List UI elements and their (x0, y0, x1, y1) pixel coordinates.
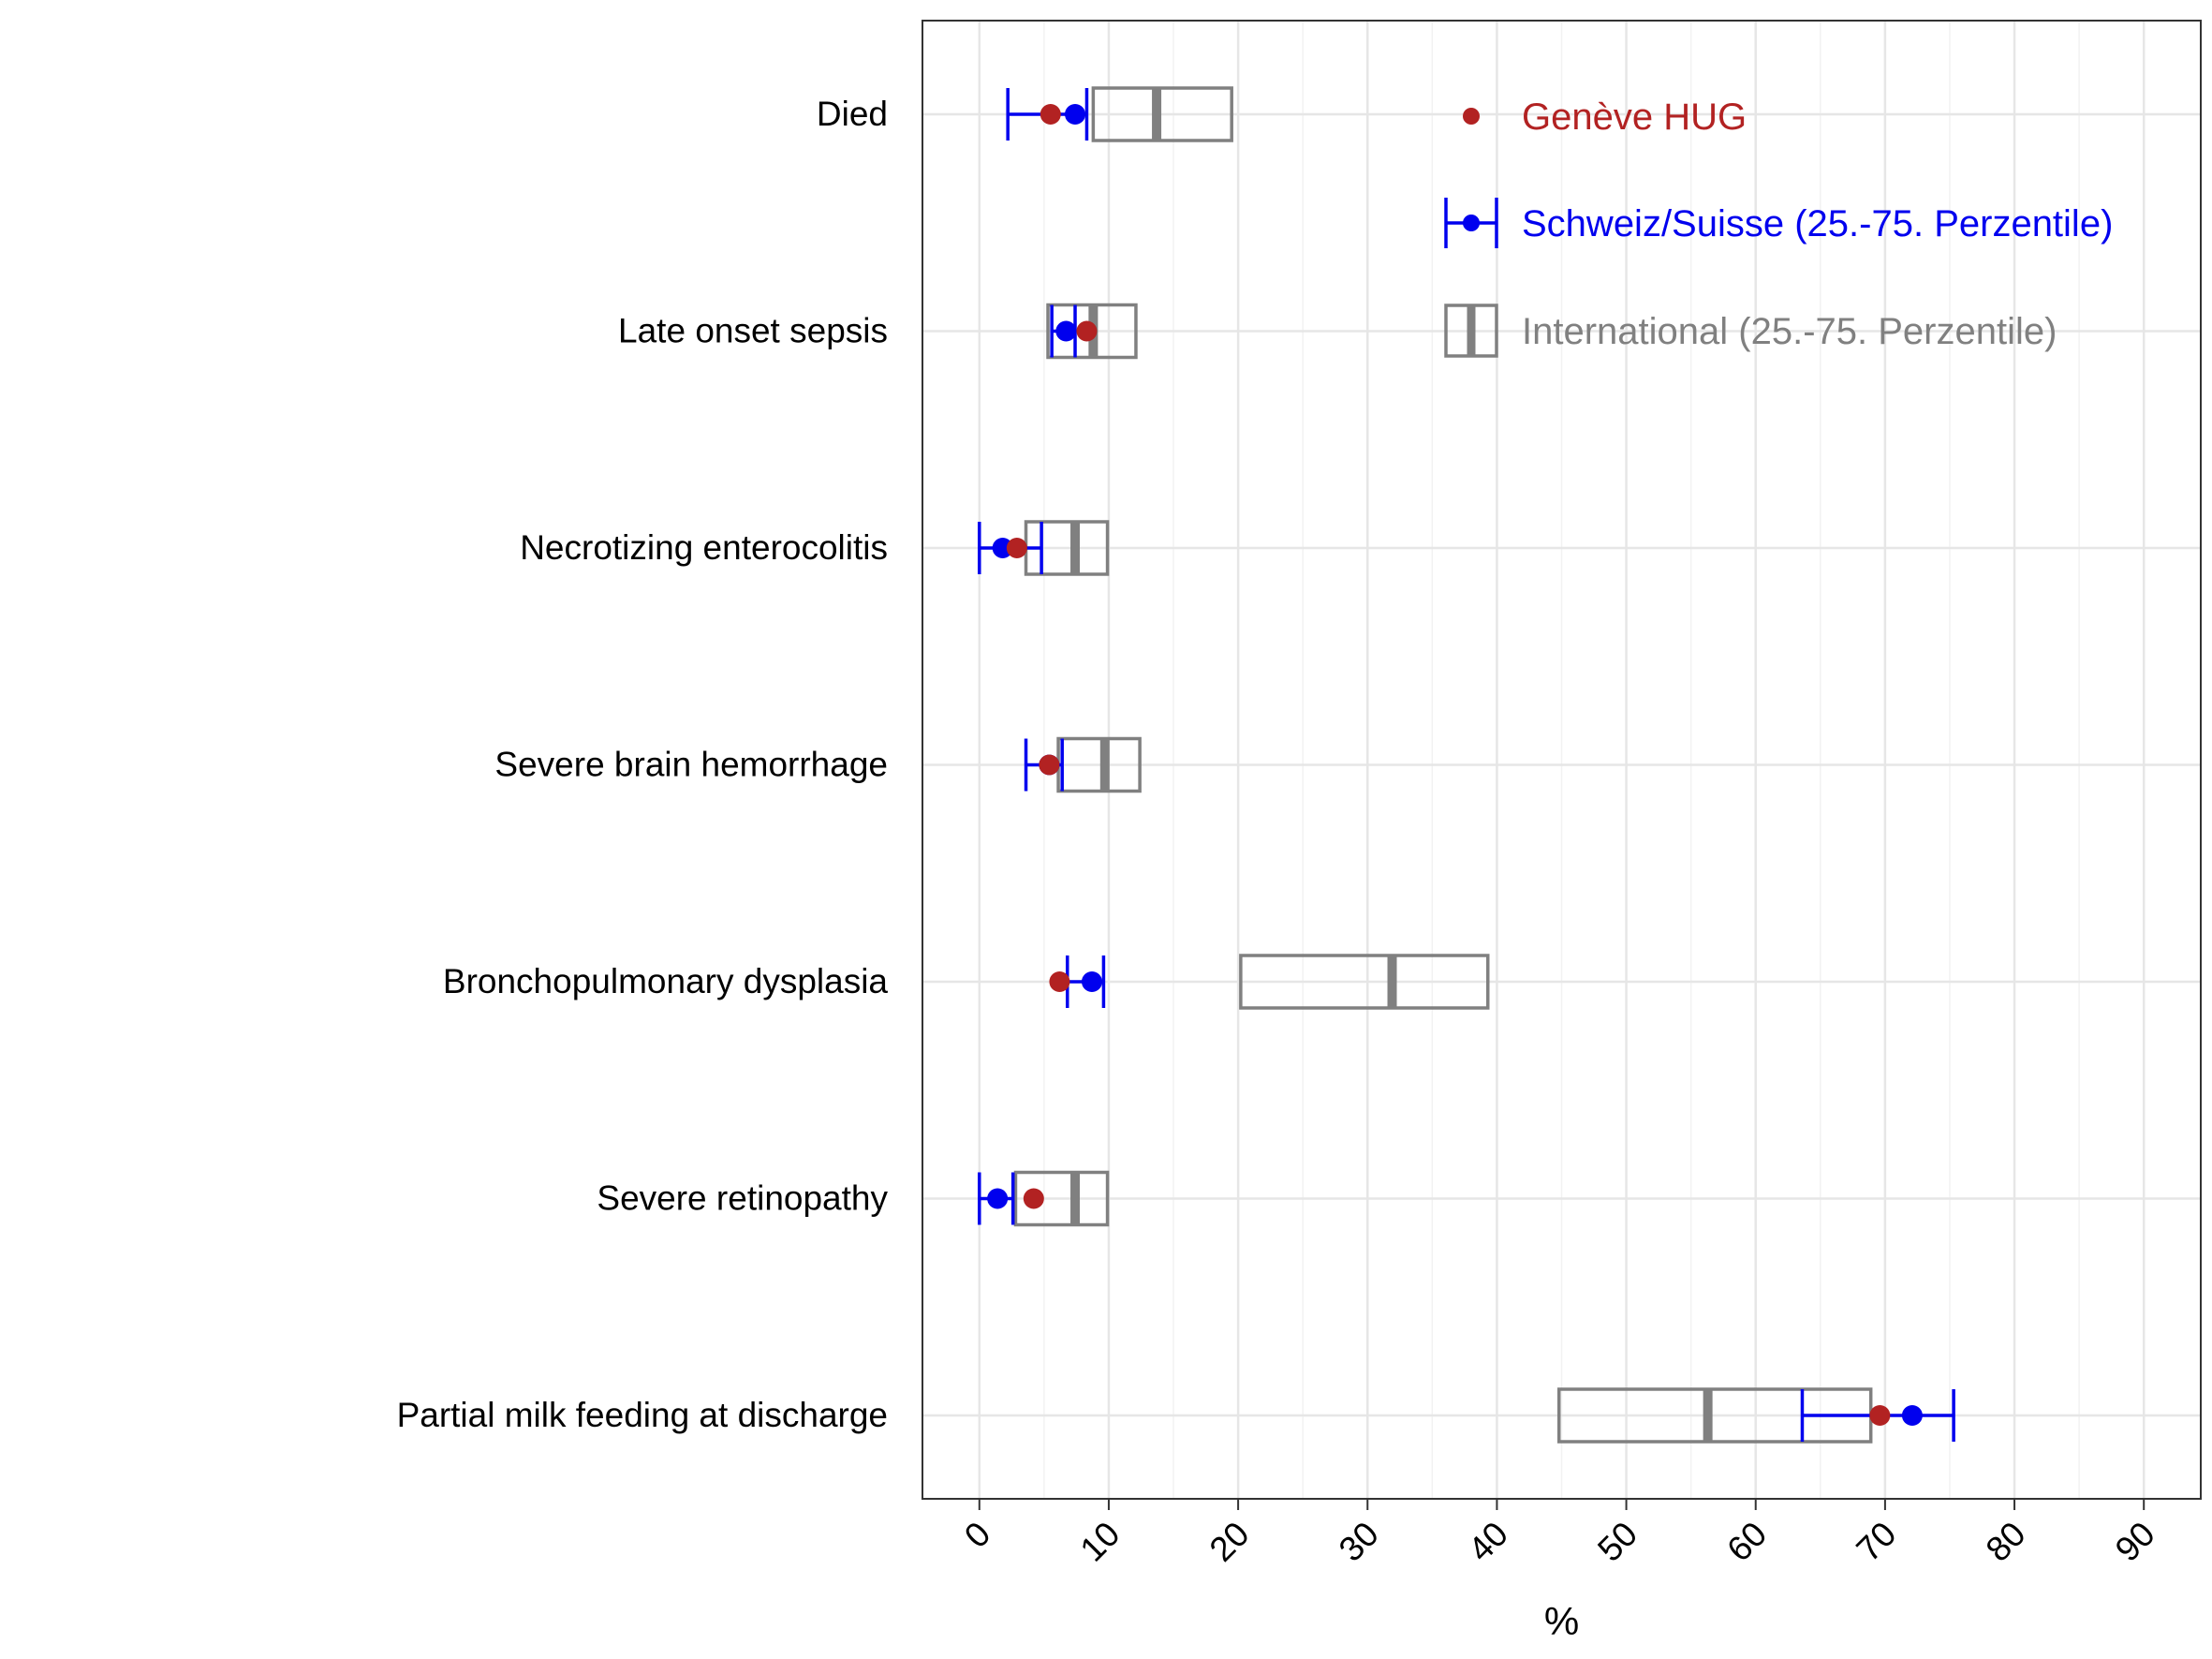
geneve-point (1023, 1188, 1044, 1209)
geneve-point (1040, 104, 1061, 125)
schweiz-point (1055, 320, 1077, 342)
x-tick-label: 10 (1073, 1515, 1128, 1569)
x-tick-label: 30 (1332, 1515, 1386, 1569)
geneve-point (1049, 971, 1070, 992)
legend-label-international: International (25.-75. Perzentile) (1522, 311, 2057, 352)
x-axis-ticks: 0 10 20 30 40 50 60 70 80 90 (957, 1499, 2162, 1569)
legend-key-geneve (1463, 108, 1480, 125)
x-axis-title: % (1544, 1599, 1579, 1643)
legend-key-schweiz-point (1463, 215, 1480, 231)
data-points (987, 104, 1923, 1426)
international-boxes (1013, 86, 1873, 1444)
schweiz-point (1901, 1405, 1923, 1426)
x-tick-label: 0 (957, 1515, 998, 1556)
x-tick-label: 90 (2108, 1515, 2162, 1569)
x-tick-label: 20 (1202, 1515, 1257, 1569)
international-box (1013, 1170, 1110, 1227)
panel-border (922, 20, 2202, 1500)
geneve-point (1076, 320, 1098, 342)
category-label: Severe retinopathy (597, 1179, 888, 1218)
x-tick-label: 70 (1849, 1515, 1903, 1569)
category-label: Severe brain hemorrhage (494, 746, 888, 784)
x-tick-label: 50 (1590, 1515, 1644, 1569)
category-labels: Died Late onset sepsis Necrotizing enteroc… (397, 95, 889, 1434)
international-box (1091, 86, 1233, 142)
category-label: Necrotizing enterocolitis (520, 528, 888, 567)
grid (922, 21, 2201, 1499)
legend-label-schweiz: Schweiz/Suisse (25.-75. Perzentile) (1522, 203, 2113, 244)
geneve-point (1869, 1405, 1891, 1426)
category-label: Partial milk feeding at discharge (397, 1396, 888, 1434)
international-box (1239, 954, 1490, 1010)
schweiz-point (987, 1188, 1009, 1209)
category-label: Bronchopulmonary dysplasia (443, 962, 889, 1000)
schweiz-point (992, 538, 1013, 558)
legend-label-geneve: Genève HUG (1522, 96, 1747, 138)
category-label: Died (817, 95, 888, 133)
geneve-point (1039, 754, 1060, 776)
category-label: Late onset sepsis (618, 312, 888, 350)
geneve-point (1006, 538, 1027, 558)
schweiz-point (1065, 104, 1086, 125)
x-tick-label: 40 (1461, 1515, 1515, 1569)
x-tick-label: 60 (1719, 1515, 1774, 1569)
legend: Genève HUG Schweiz/Suisse (25.-75. Perzen… (1444, 96, 2113, 358)
schweiz-point (1081, 971, 1102, 992)
x-tick-label: 80 (1979, 1515, 2033, 1569)
